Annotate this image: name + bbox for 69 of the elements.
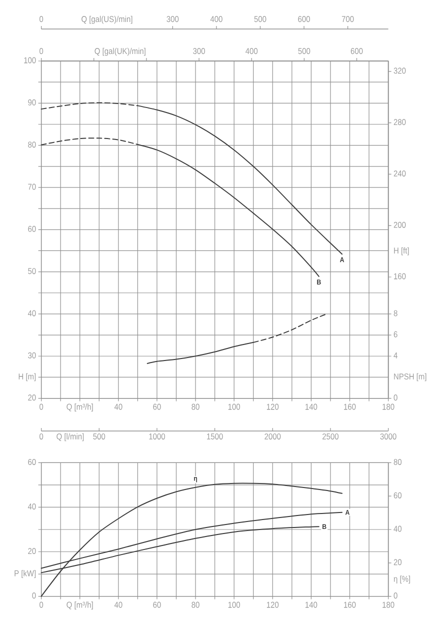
x2-tick-label: 3000: [380, 433, 396, 440]
x2-tick-label: 300: [193, 48, 205, 54]
y2-tick-label: 320: [394, 68, 406, 74]
x2-axis-title: Q [l/min]: [56, 433, 84, 442]
y-tick-label: 8: [394, 310, 398, 316]
y-axis-title: P [kW]: [14, 570, 36, 578]
y-tick-label: 60: [28, 458, 36, 465]
y-tick-label: 50: [28, 268, 36, 274]
x-axis-title: Q [m³/h]: [66, 404, 93, 412]
y2-tick-label: 160: [394, 273, 406, 280]
x-tick-label: 180: [382, 602, 394, 608]
x2-axis-title: Q [gal(UK)/min]: [94, 48, 146, 56]
x2-tick-label: 400: [246, 48, 258, 54]
y-tick-label: 40: [28, 503, 36, 510]
y2-tick-label: 240: [394, 170, 406, 176]
x2-tick-label: 500: [93, 433, 106, 440]
y-tick-label: 0: [394, 394, 398, 401]
y-tick-label: 40: [28, 310, 36, 316]
y2-tick-label: 200: [394, 222, 406, 228]
x-tick-label: 40: [114, 404, 122, 410]
y-tick-label: 4: [394, 352, 398, 358]
y-tick-label: 100: [24, 57, 36, 64]
x2-tick-label: 0: [40, 433, 44, 440]
y-tick-label: 6: [394, 331, 398, 338]
x-tick-label: 0: [40, 404, 44, 410]
x-tick-label: 0: [40, 602, 44, 608]
x-tick-label: 60: [153, 602, 161, 608]
x-tick-label: 160: [344, 602, 356, 608]
x2-tick-label: 500: [298, 48, 310, 54]
y-tick-label: 0: [32, 592, 36, 599]
x-tick-label: 160: [344, 404, 356, 410]
x2-tick-label: 1000: [149, 433, 165, 440]
x-tick-label: 80: [192, 404, 200, 410]
x2-tick-label: 0: [40, 48, 44, 54]
x-tick-label: 40: [114, 602, 122, 608]
x-tick-label: 140: [306, 602, 318, 608]
x-tick-label: 80: [192, 602, 200, 608]
y-axis-title: NPSH [m]: [394, 373, 426, 382]
x2-tick-label: 300: [166, 16, 179, 22]
x2-tick-label: 1500: [207, 433, 223, 440]
x2-tick-label: 2500: [322, 433, 338, 440]
x-tick-label: 100: [228, 404, 240, 410]
x-tick-label: 120: [266, 404, 279, 410]
x2-tick-label: 600: [350, 48, 363, 54]
y-tick-label: 30: [28, 352, 36, 358]
x2-tick-label: 700: [342, 16, 354, 22]
y-tick-label: 20: [28, 394, 36, 401]
y-tick-label: 80: [28, 142, 36, 148]
y2-tick-label: 280: [394, 119, 406, 126]
x-tick-label: 180: [382, 404, 394, 410]
x-tick-label: 140: [306, 404, 318, 410]
x-axis-title: Q [m³/h]: [66, 602, 93, 610]
y-tick-label: 20: [28, 548, 36, 554]
y-tick-label: 60: [28, 226, 36, 232]
x-tick-label: 100: [228, 602, 240, 608]
y2-axis-title: η [%]: [394, 576, 410, 584]
x2-tick-label: 2000: [264, 433, 281, 440]
x2-tick-label: 600: [298, 16, 310, 22]
y2-axis-title: H [ft]: [394, 247, 409, 256]
x2-tick-label: 400: [210, 16, 222, 22]
x-tick-label: 120: [266, 602, 279, 608]
line-series: [40, 482, 343, 597]
y-tick-label: 70: [28, 184, 36, 190]
y-axis-title: H [m]: [18, 373, 36, 382]
x2-tick-label: 0: [40, 16, 44, 22]
x2-axis-title: Q [gal(US)/min]: [82, 16, 132, 24]
x-tick-label: 60: [153, 404, 161, 410]
x2-tick-label: 500: [254, 16, 266, 22]
y-tick-label: 90: [28, 99, 36, 106]
